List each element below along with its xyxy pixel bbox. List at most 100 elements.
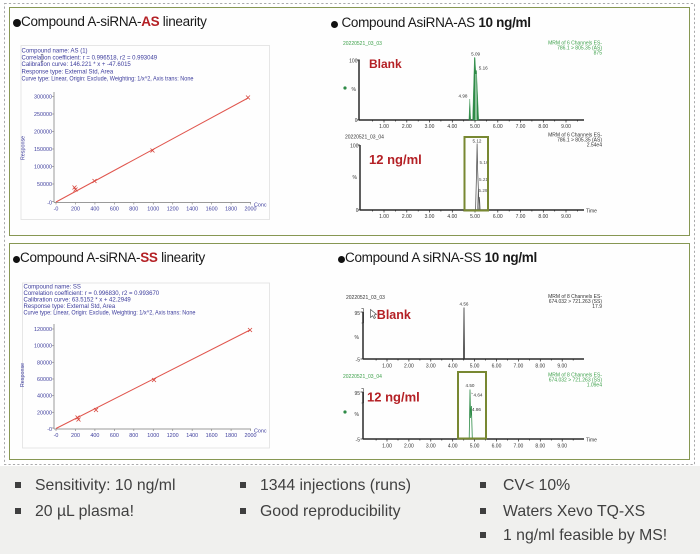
- svg-text:100: 100: [349, 59, 358, 65]
- svg-text:5.29: 5.29: [479, 188, 488, 193]
- svg-text:1.00: 1.00: [382, 444, 392, 450]
- svg-text:Curve type: Linear, Origin: Ex: Curve type: Linear, Origin: Exclude, Wei…: [22, 77, 195, 83]
- svg-text:50000: 50000: [37, 182, 52, 188]
- svg-text:400: 400: [90, 433, 99, 439]
- svg-text:1600: 1600: [206, 433, 218, 439]
- svg-text:12 ng/ml: 12 ng/ml: [367, 390, 420, 405]
- svg-text:200: 200: [71, 207, 80, 213]
- svg-text:9.00: 9.00: [561, 214, 571, 220]
- svg-text:20220521_03_04: 20220521_03_04: [343, 374, 382, 380]
- svg-text:5.21: 5.21: [479, 177, 488, 182]
- svg-text:Response: Response: [21, 136, 27, 160]
- svg-text:786.1 > 805.35 (AS): 786.1 > 805.35 (AS): [557, 46, 602, 52]
- svg-text:Conc: Conc: [254, 429, 267, 435]
- svg-text:100000: 100000: [34, 344, 52, 350]
- svg-text:9.00: 9.00: [557, 444, 567, 450]
- svg-text:4.00: 4.00: [448, 444, 458, 450]
- svg-text:Time: Time: [586, 438, 597, 444]
- svg-text:MRM of 6 Channels ES-: MRM of 6 Channels ES-: [548, 41, 602, 47]
- svg-text:2.00: 2.00: [404, 364, 414, 370]
- svg-text:20000: 20000: [37, 410, 52, 416]
- svg-text:4.00: 4.00: [448, 364, 458, 370]
- svg-text:8.00: 8.00: [535, 444, 545, 450]
- svg-text:2.54e4: 2.54e4: [587, 143, 603, 149]
- svg-text:2.00: 2.00: [404, 444, 414, 450]
- svg-text:Time: Time: [586, 209, 597, 215]
- svg-text:Response type: External Std, A: Response type: External Std, Area: [22, 70, 114, 76]
- svg-text:3.00: 3.00: [425, 124, 435, 130]
- svg-text:800: 800: [129, 433, 138, 439]
- svg-text:-5: -5: [356, 358, 361, 364]
- svg-text:120000: 120000: [34, 327, 52, 333]
- svg-text:20220521_03_03: 20220521_03_03: [343, 41, 382, 47]
- svg-text:3.00: 3.00: [425, 214, 435, 220]
- svg-text:1800: 1800: [225, 207, 237, 213]
- svg-text:1000: 1000: [147, 207, 159, 213]
- svg-text:-0: -0: [54, 433, 59, 439]
- svg-text:1600: 1600: [206, 207, 218, 213]
- svg-text:6.00: 6.00: [493, 214, 503, 220]
- svg-text:4.64: 4.64: [474, 393, 483, 398]
- svg-text:Compound name: SS: Compound name: SS: [24, 285, 81, 291]
- svg-text:2.00: 2.00: [402, 214, 412, 220]
- svg-text:2.00: 2.00: [402, 124, 412, 130]
- svg-text:4.00: 4.00: [447, 214, 457, 220]
- svg-text:2000: 2000: [245, 207, 257, 213]
- svg-text:Curve type: Linear, Origin: Ex: Curve type: Linear, Origin: Exclude, Wei…: [24, 311, 197, 317]
- svg-text:-5: -5: [356, 438, 361, 444]
- svg-text:6.00: 6.00: [493, 124, 503, 130]
- svg-text:Correlation coefficient: r = 0: Correlation coefficient: r = 0.996518, r…: [22, 56, 158, 62]
- svg-text:250000: 250000: [34, 112, 52, 118]
- svg-text:20220521_03_04: 20220521_03_04: [345, 135, 384, 141]
- svg-text:-0: -0: [54, 207, 59, 213]
- svg-text:0: 0: [356, 208, 359, 214]
- svg-text:8.00: 8.00: [535, 364, 545, 370]
- svg-text:Blank: Blank: [369, 57, 402, 71]
- svg-text:%: %: [355, 412, 360, 418]
- svg-text:-0: -0: [47, 201, 52, 207]
- svg-text:3.00: 3.00: [426, 364, 436, 370]
- svg-text:674.032 > 721.263 (SS): 674.032 > 721.263 (SS): [549, 378, 603, 384]
- svg-text:Blank: Blank: [377, 308, 411, 322]
- svg-text:Correlation coefficient: r = 0: Correlation coefficient: r = 0.996830, r…: [24, 291, 160, 297]
- svg-text:400: 400: [90, 207, 99, 213]
- svg-text:Response type: External Std, A: Response type: External Std, Area: [24, 304, 116, 310]
- svg-text:6.00: 6.00: [492, 444, 502, 450]
- svg-text:200: 200: [71, 433, 80, 439]
- svg-text:-0: -0: [47, 427, 52, 433]
- svg-text:1.00: 1.00: [382, 364, 392, 370]
- svg-text:4.98: 4.98: [459, 94, 468, 99]
- svg-text:4.86: 4.86: [472, 407, 481, 412]
- svg-text:1.00: 1.00: [379, 214, 389, 220]
- svg-text:5.12: 5.12: [473, 139, 482, 144]
- svg-text:12 ng/ml: 12 ng/ml: [369, 152, 422, 167]
- svg-text:8.00: 8.00: [538, 124, 548, 130]
- svg-text:2000: 2000: [245, 433, 257, 439]
- svg-text:600: 600: [110, 207, 119, 213]
- svg-text:100000: 100000: [34, 165, 52, 171]
- svg-text:Calibration curve: 146.221 * x: Calibration curve: 146.221 * x + -47.601…: [22, 62, 132, 68]
- svg-text:5.00: 5.00: [470, 444, 480, 450]
- svg-text:1000: 1000: [147, 433, 159, 439]
- svg-text:200000: 200000: [34, 130, 52, 136]
- svg-text:4.50: 4.50: [466, 383, 475, 388]
- svg-text:1.00: 1.00: [379, 124, 389, 130]
- svg-text:300000: 300000: [34, 95, 52, 101]
- svg-text:%: %: [352, 87, 357, 93]
- svg-text:Response: Response: [20, 363, 26, 387]
- svg-text:5.00: 5.00: [470, 214, 480, 220]
- svg-text:150000: 150000: [34, 147, 52, 153]
- svg-text:5.00: 5.00: [470, 364, 480, 370]
- svg-text:95: 95: [354, 391, 360, 397]
- svg-text:20220521_03_03: 20220521_03_03: [346, 295, 385, 301]
- svg-text:0: 0: [355, 118, 358, 124]
- svg-text:%: %: [353, 175, 358, 181]
- svg-text:MRM of 6 Channels ES-: MRM of 6 Channels ES-: [548, 133, 602, 139]
- svg-text:4.00: 4.00: [447, 124, 457, 130]
- svg-text:7.00: 7.00: [514, 444, 524, 450]
- svg-text:95: 95: [354, 311, 360, 317]
- svg-text:600: 600: [110, 433, 119, 439]
- svg-text:8.00: 8.00: [538, 214, 548, 220]
- svg-text:5.16: 5.16: [479, 66, 488, 71]
- svg-text:5.00: 5.00: [470, 124, 480, 130]
